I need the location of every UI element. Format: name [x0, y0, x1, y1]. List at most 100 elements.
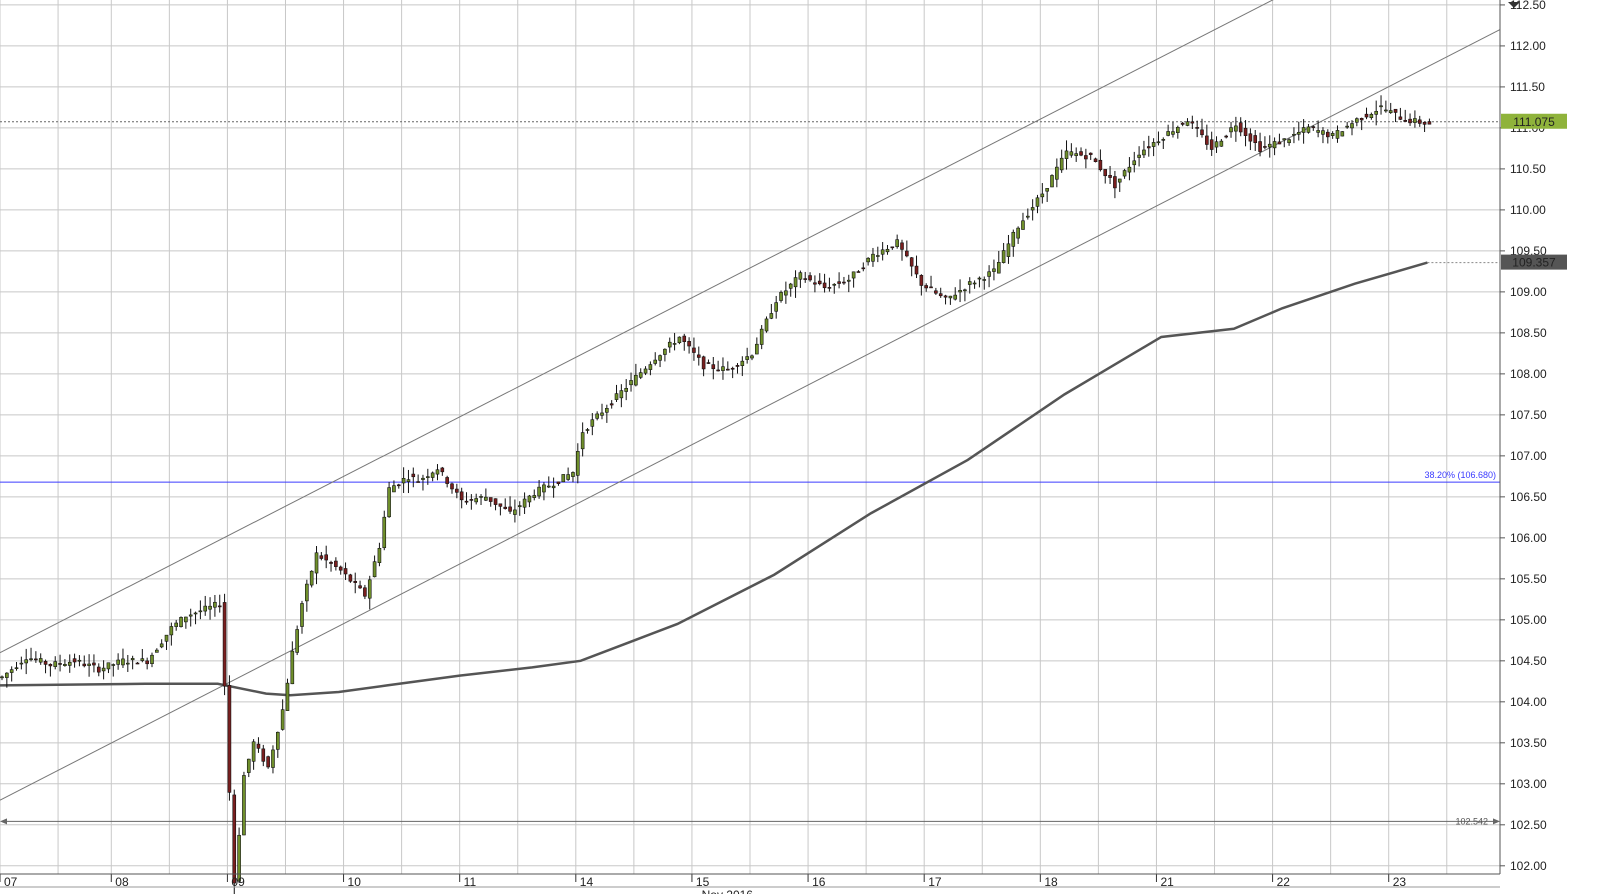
candle-body [82, 663, 87, 667]
candle-body [329, 561, 333, 564]
y-tick-label: 104.50 [1510, 654, 1547, 668]
candle-body [1064, 150, 1069, 159]
candle-body [1059, 157, 1064, 171]
candle-body [938, 293, 943, 297]
y-tick-label: 112.50 [1510, 0, 1546, 12]
x-tick-label: 17 [928, 875, 942, 889]
candle-body [764, 318, 769, 332]
candle-body [624, 388, 628, 392]
candle-body [1098, 159, 1103, 171]
x-axis: 07 08 09 10 11 14 15 16 17 18 21 22 23 Nov 2016 [0, 873, 1500, 894]
candle-body [24, 659, 28, 664]
candle-body [1200, 129, 1204, 136]
candle-body [135, 662, 140, 665]
candle-body [77, 659, 82, 662]
candle-body [924, 285, 928, 289]
candle-body [934, 290, 938, 294]
y-tick-label: 102.50 [1510, 818, 1547, 832]
candle-body [232, 794, 237, 884]
y-tick-label: 105.50 [1510, 572, 1547, 586]
candle-body [363, 587, 367, 597]
candle-body [1117, 178, 1122, 183]
candle-body [866, 257, 870, 263]
candle-body [1156, 141, 1161, 144]
candle-body [740, 360, 745, 367]
candle-body [542, 484, 546, 493]
candle-body [953, 294, 958, 300]
candle-body [256, 743, 261, 749]
fibonacci-label: 38.20% (106.680) [1424, 470, 1496, 480]
ma-price-badge [1501, 254, 1567, 270]
candle-body [716, 369, 720, 372]
y-tick-label: 110.00 [1510, 203, 1546, 217]
candle-body [1016, 227, 1020, 239]
candle-body [372, 561, 377, 578]
candle-body [1330, 133, 1335, 136]
candle-body [1026, 215, 1030, 218]
candle-body [290, 650, 295, 685]
candle-body [1306, 126, 1311, 133]
candle-body [459, 491, 464, 501]
candle-body [145, 660, 149, 665]
candle-body [905, 250, 909, 257]
candle-body [14, 667, 19, 670]
candle-body [1398, 116, 1403, 120]
candle-body [343, 568, 348, 575]
candle-body [609, 403, 614, 406]
candle-body [1001, 250, 1006, 263]
y-tick-label: 109.50 [1510, 244, 1547, 258]
candle-body [488, 497, 493, 502]
candle-body [943, 295, 948, 298]
candle-body [1340, 131, 1345, 137]
candle-body [556, 481, 561, 484]
candle-body [919, 275, 924, 286]
candle-body [184, 616, 188, 623]
candle-body [1079, 151, 1083, 156]
candle-body [464, 500, 469, 503]
candle-body [692, 347, 696, 353]
candle-body [532, 495, 537, 498]
horizontal-reference-lines: 38.20% (106.680) 102.542 [0, 121, 1500, 826]
current-price-value: 111.075 [1513, 115, 1555, 129]
candle-body [1263, 146, 1267, 148]
candle-body [38, 658, 43, 663]
candle-body [1388, 110, 1393, 113]
current-price-badge [1501, 113, 1567, 129]
candle-body [1069, 151, 1074, 156]
candle-body [435, 469, 440, 475]
y-tick-label: 107.50 [1510, 408, 1547, 422]
candle-body [972, 282, 977, 285]
candle-body [513, 509, 517, 515]
candle-body [1248, 133, 1253, 142]
candle-body [537, 486, 541, 497]
candle-body [735, 365, 740, 367]
candle-body [300, 603, 304, 627]
candle-body [851, 271, 856, 279]
candle-body [1084, 155, 1088, 160]
candle-body [982, 279, 987, 281]
x-tick-label: 08 [115, 875, 129, 889]
candle-body [861, 267, 866, 270]
candle-body [706, 362, 711, 364]
candle-body [1292, 133, 1296, 136]
candle-body [1243, 127, 1248, 136]
candle-body [909, 257, 914, 267]
candle-body [338, 566, 343, 571]
candle-body [963, 289, 967, 292]
candle-body [605, 408, 609, 413]
candle-body [721, 366, 725, 371]
candle-body [179, 617, 183, 628]
candle-body [779, 292, 783, 301]
candle-body [1006, 243, 1011, 257]
candle-body [1267, 143, 1272, 148]
candle-body [1355, 118, 1359, 123]
collapse-arrow-icon[interactable] [1508, 2, 1520, 8]
candle-body [1369, 113, 1374, 118]
candle-body [1384, 109, 1388, 112]
candle-body [1301, 127, 1306, 133]
candle-body [880, 249, 885, 255]
x-tick-label: 10 [348, 875, 362, 889]
candle-body [1277, 141, 1282, 145]
candle-body [305, 583, 309, 602]
candle-body [846, 279, 851, 282]
